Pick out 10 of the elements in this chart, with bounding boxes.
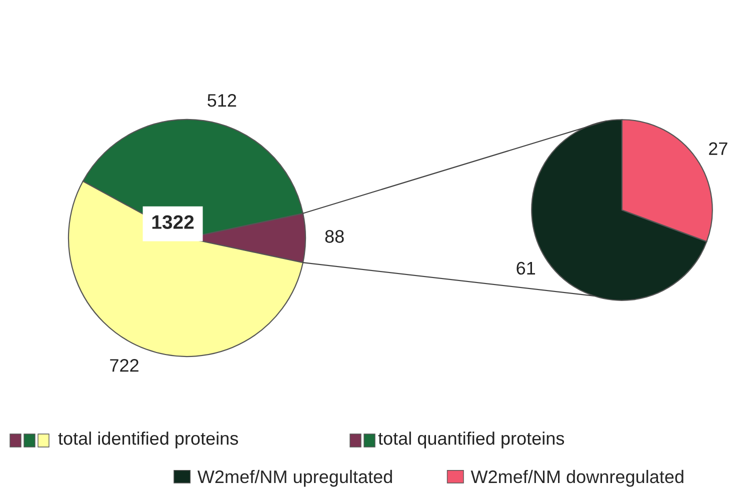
legend-label: W2mef/NM downregulated bbox=[470, 470, 684, 487]
data-label: 512 bbox=[208, 94, 236, 107]
legend-label: W2mef/NM upregultated bbox=[198, 470, 392, 487]
text: total identified proteins bbox=[58, 432, 238, 448]
data-label: 61 bbox=[516, 262, 536, 275]
text: 1322 bbox=[152, 215, 194, 230]
data-label: 27 bbox=[709, 142, 728, 155]
data-label: 722 bbox=[110, 359, 138, 372]
text: total quantified proteins bbox=[378, 432, 564, 448]
data-label: 88 bbox=[325, 230, 344, 243]
